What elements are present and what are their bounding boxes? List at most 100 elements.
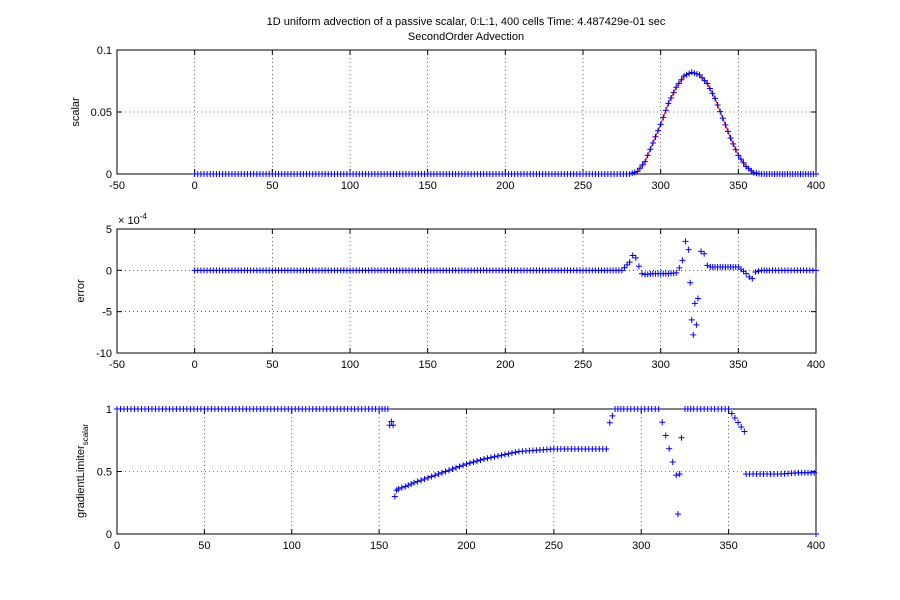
- y-tick-label: 0.05: [91, 107, 112, 119]
- data-point: [662, 432, 669, 439]
- data-point: [813, 171, 819, 177]
- x-tick-label: 50: [266, 180, 278, 192]
- data-point: [491, 453, 498, 460]
- data-point: [669, 459, 676, 465]
- data-point: [498, 452, 505, 459]
- data-point: [749, 275, 756, 282]
- data-point: [746, 273, 753, 280]
- data-point: [811, 469, 818, 476]
- data-point: [453, 464, 460, 471]
- data-point: [682, 238, 689, 245]
- data-point: [755, 268, 762, 275]
- data-point: [636, 165, 643, 172]
- data-point: [662, 107, 669, 114]
- gradient-limiter-ylabel-subscript: scalar: [81, 424, 90, 446]
- error-plot-multiplier-exponent: -4: [140, 212, 148, 221]
- data-point: [683, 71, 690, 78]
- data-point: [418, 477, 425, 484]
- scalar-plot: scalar -50 0 50 100 150 200 250 300 350 40000.050…: [70, 45, 825, 192]
- x-tick-label: 250: [574, 359, 592, 371]
- data-markers: [191, 238, 819, 338]
- data-point: [660, 114, 667, 121]
- data-point: [655, 127, 662, 134]
- data-point: [460, 462, 467, 469]
- data-point: [649, 140, 656, 146]
- data-point: [673, 472, 680, 479]
- x-tick-label: 0: [114, 540, 120, 552]
- data-point: [634, 168, 641, 175]
- figure-title-line2: SecondOrder Advection: [408, 31, 524, 43]
- data-point: [603, 446, 610, 452]
- data-point: [606, 419, 613, 426]
- data-point: [635, 263, 642, 270]
- data-point: [508, 450, 515, 456]
- data-point: [706, 85, 713, 92]
- data-point: [740, 159, 747, 166]
- data-point: [678, 76, 685, 83]
- data-point: [696, 71, 703, 78]
- data-point: [432, 472, 439, 479]
- error-plot: error × 10-4 -50 0 50 100 150 200 250 300 350 400…: [75, 212, 825, 371]
- data-point: [442, 468, 449, 475]
- data-point: [639, 161, 646, 168]
- data-point: [414, 478, 421, 485]
- data-point: [487, 454, 494, 461]
- data-point: [719, 115, 726, 122]
- data-point: [652, 133, 659, 140]
- data-point: [624, 261, 631, 268]
- x-tick-label: 350: [729, 359, 747, 371]
- x-tick-label: 400: [807, 180, 825, 192]
- x-tick-label: -50: [109, 180, 125, 192]
- data-point: [428, 473, 435, 480]
- data-point: [666, 445, 673, 452]
- data-point: [421, 476, 428, 482]
- data-point: [390, 422, 397, 429]
- x-tick-label: 100: [341, 359, 359, 371]
- data-point: [395, 486, 402, 492]
- x-tick-label: 150: [418, 180, 436, 192]
- data-point: [687, 279, 694, 286]
- x-tick-label: 100: [283, 540, 301, 552]
- x-tick-label: 0: [192, 359, 198, 371]
- data-point: [609, 412, 616, 419]
- data-point: [466, 460, 473, 466]
- data-point: [456, 463, 463, 470]
- x-tick-label: 250: [574, 180, 592, 192]
- data-point: [668, 94, 675, 101]
- data-point: [408, 481, 415, 487]
- data-point: [657, 121, 664, 128]
- y-tick-label: 0: [106, 529, 112, 541]
- data-point: [732, 146, 739, 153]
- data-point: [701, 250, 708, 257]
- y-tick-label: -5: [102, 307, 112, 319]
- x-tick-label: 150: [370, 540, 388, 552]
- data-point: [512, 449, 519, 456]
- data-point: [647, 146, 654, 153]
- data-point: [676, 471, 683, 477]
- x-tick-label: 200: [496, 359, 514, 371]
- data-point: [484, 455, 491, 462]
- scalar-plot-ylabel: scalar: [70, 97, 82, 127]
- gradient-limiter-ylabel-main: gradientLimiter: [75, 445, 87, 518]
- data-point: [670, 89, 677, 96]
- data-point: [735, 152, 742, 159]
- data-point: [659, 419, 666, 426]
- x-tick-label: 300: [651, 180, 669, 192]
- plot-area: [117, 229, 816, 353]
- data-point: [505, 450, 512, 457]
- data-point: [626, 171, 633, 177]
- data-point: [494, 453, 501, 459]
- x-tick-label: 200: [457, 540, 475, 552]
- data-point: [693, 321, 700, 328]
- data-point: [435, 471, 442, 477]
- data-point: [691, 300, 698, 307]
- data-point: [470, 459, 477, 465]
- x-tick-label: 0: [192, 180, 198, 192]
- data-point: [411, 479, 418, 486]
- y-tick-label: 0.1: [97, 45, 112, 57]
- data-point: [688, 69, 695, 76]
- x-tick-label: 350: [719, 540, 737, 552]
- data-point: [405, 482, 412, 489]
- data-point: [673, 269, 680, 276]
